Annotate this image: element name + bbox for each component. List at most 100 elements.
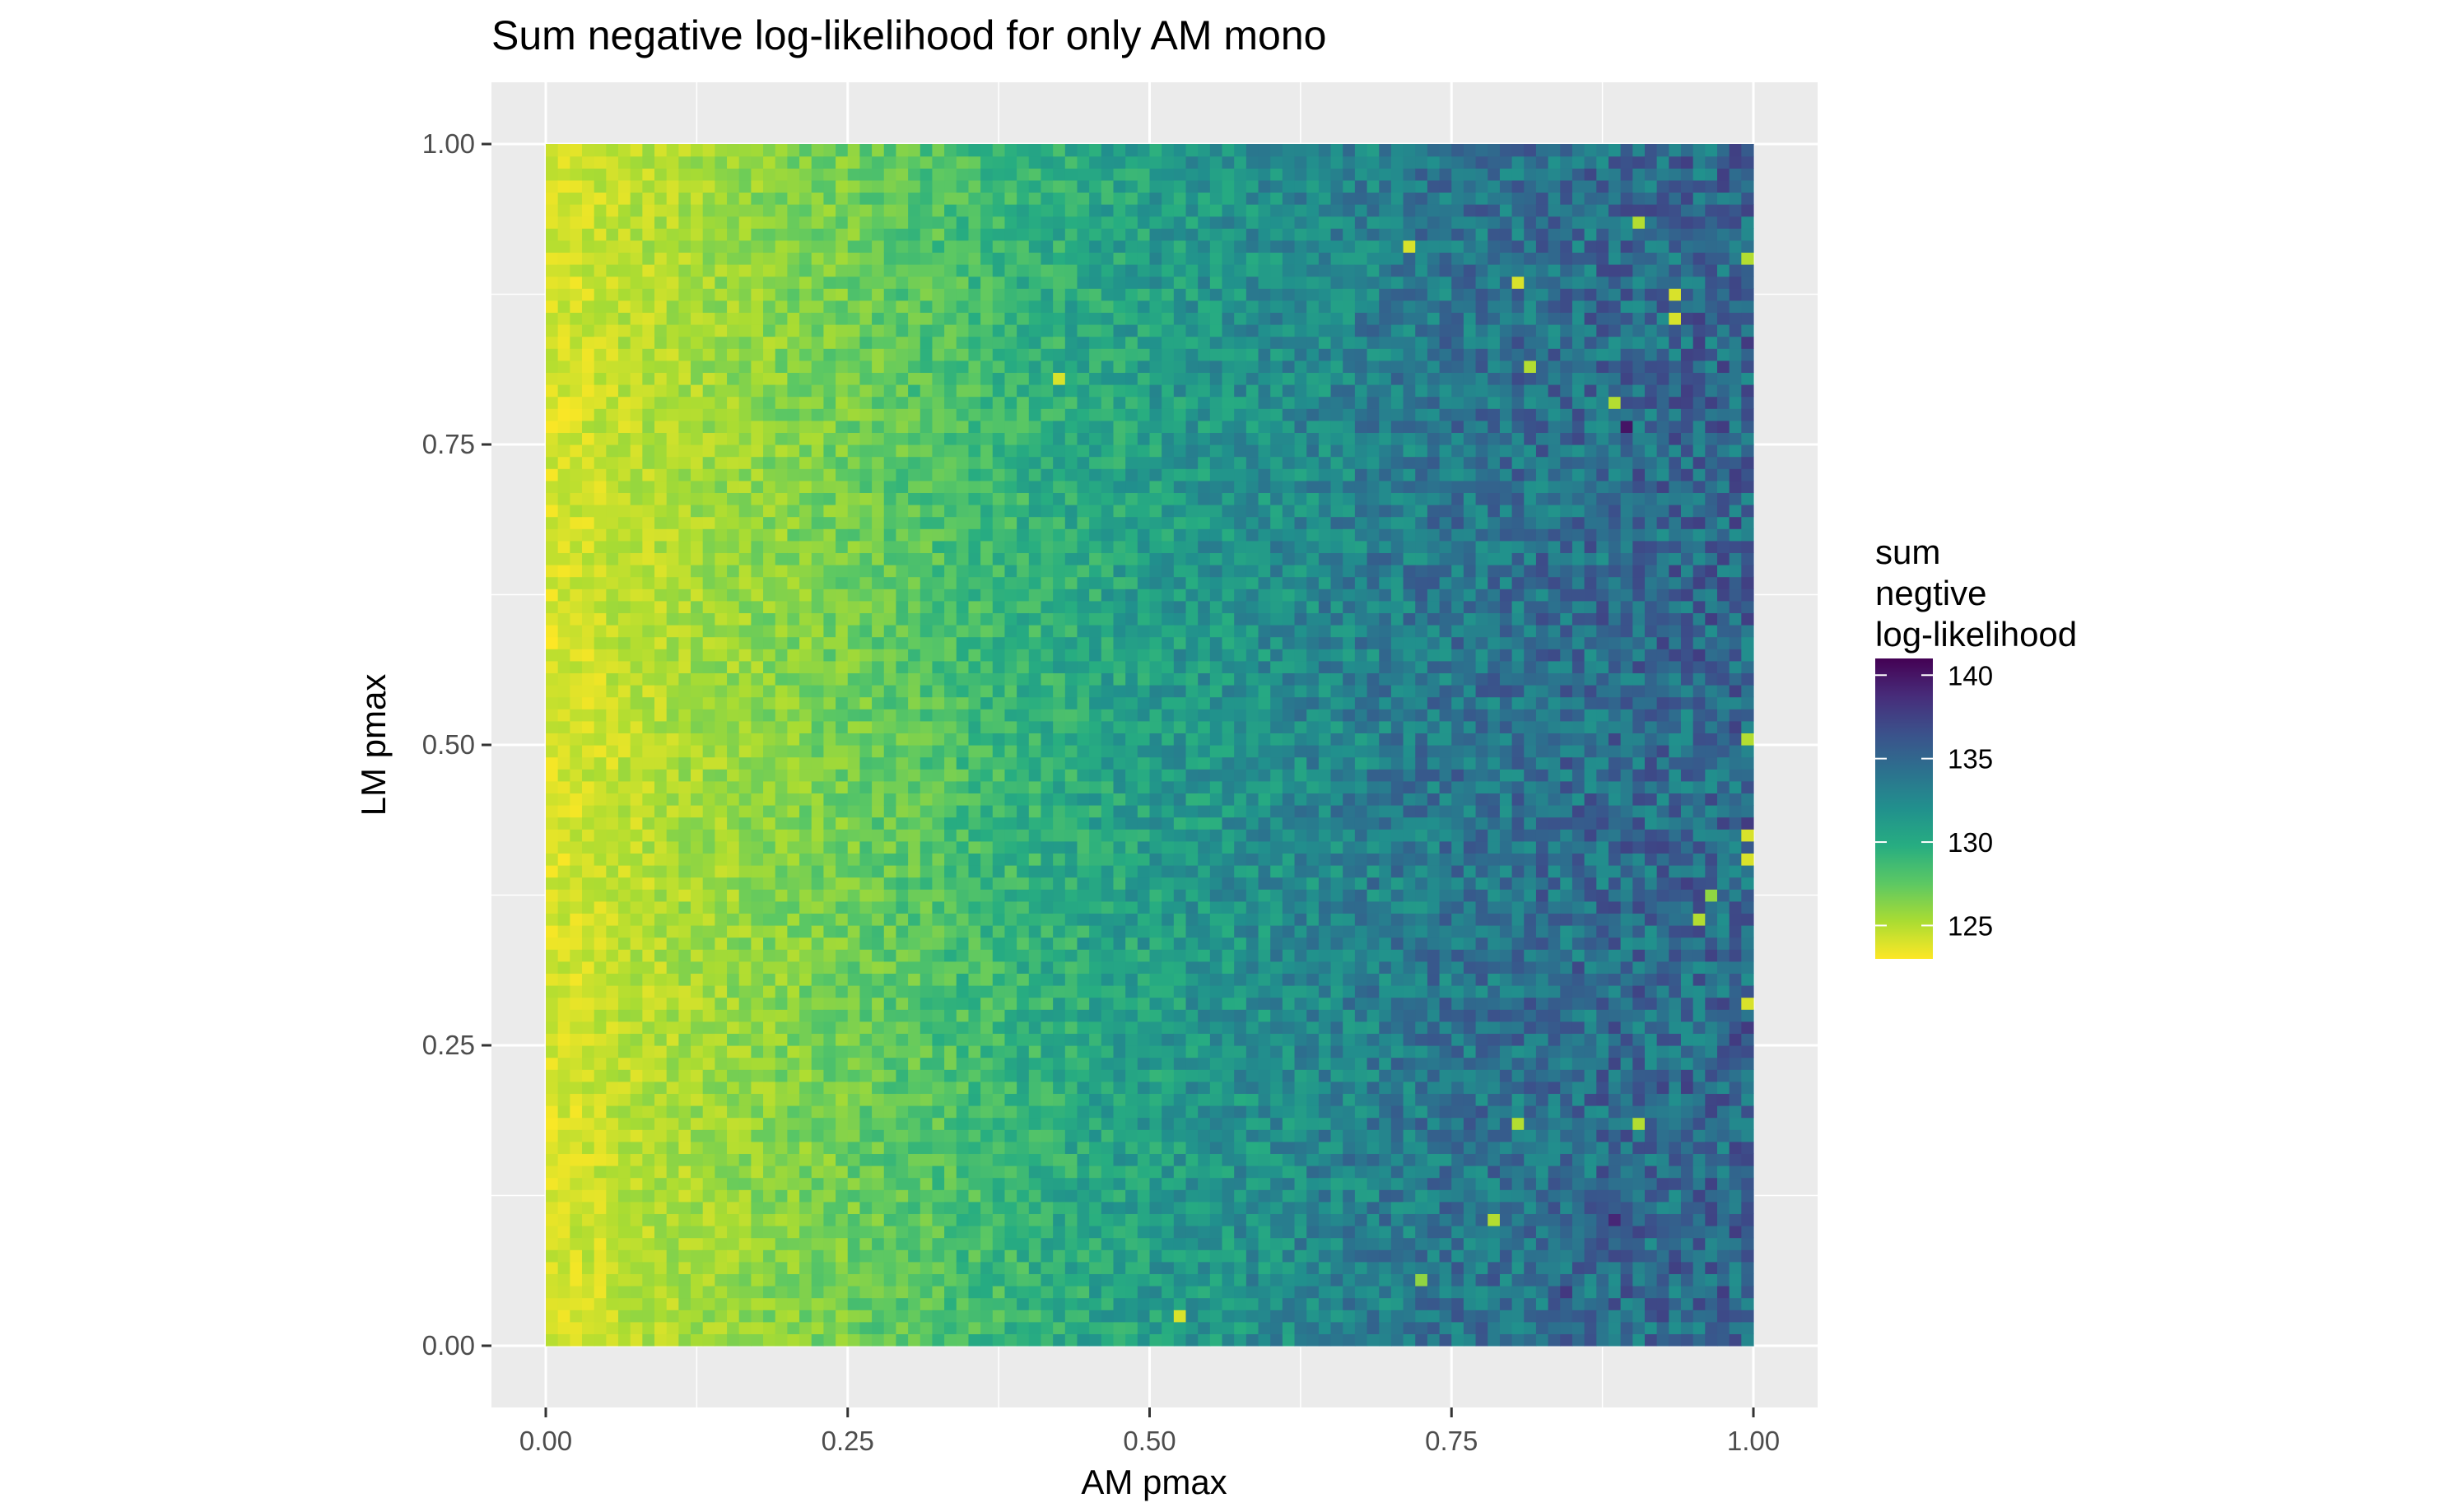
heatmap-cell	[594, 696, 607, 709]
heatmap-cell	[630, 709, 643, 722]
heatmap-cell	[594, 660, 607, 673]
heatmap-cell	[883, 1009, 897, 1022]
heatmap-cell	[775, 865, 788, 878]
heatmap-cell	[775, 1129, 788, 1142]
heatmap-cell	[883, 1226, 897, 1239]
heatmap-cell	[1041, 1226, 1054, 1239]
heatmap-cell	[980, 505, 994, 518]
heatmap-cell	[1137, 456, 1151, 469]
heatmap-cell	[630, 805, 643, 818]
heatmap-cell	[1004, 685, 1017, 698]
heatmap-cell	[980, 492, 994, 505]
heatmap-cell	[654, 709, 668, 722]
heatmap-cell	[715, 144, 728, 157]
heatmap-cell	[847, 1021, 861, 1034]
heatmap-cell	[944, 444, 957, 458]
heatmap-cell	[1089, 576, 1102, 589]
heatmap-cell	[811, 780, 825, 793]
heatmap-cell	[883, 877, 897, 890]
heatmap-cell	[896, 600, 909, 613]
heatmap-cell	[691, 745, 704, 758]
heatmap-cell	[1028, 937, 1042, 950]
heatmap-cell	[908, 600, 921, 613]
heatmap-cell	[606, 1117, 619, 1130]
heatmap-cell	[570, 192, 583, 205]
heatmap-cell	[1113, 900, 1126, 914]
heatmap-cell	[932, 660, 945, 673]
heatmap-cell	[823, 480, 836, 493]
heatmap-cell	[630, 528, 643, 542]
heatmap-cell	[992, 625, 1006, 638]
heatmap-cell	[980, 733, 994, 746]
heatmap-cell	[557, 1129, 570, 1142]
heatmap-cell	[691, 1045, 704, 1058]
heatmap-cell	[944, 1069, 957, 1082]
heatmap-cell	[872, 709, 885, 722]
heatmap-cell	[666, 877, 679, 890]
heatmap-cell	[715, 336, 728, 349]
heatmap-cell	[920, 1333, 934, 1347]
heatmap-cell	[908, 1237, 921, 1250]
heatmap-cell	[920, 720, 934, 733]
heatmap-cell	[847, 840, 861, 854]
heatmap-cell	[992, 480, 1006, 493]
heatmap-cell	[836, 889, 849, 902]
heatmap-cell	[908, 672, 921, 686]
heatmap-cell	[1137, 720, 1151, 733]
heatmap-cell	[1004, 360, 1017, 373]
heatmap-cell	[630, 1141, 643, 1154]
heatmap-cell	[1041, 1129, 1054, 1142]
heatmap-cell	[1077, 456, 1090, 469]
heatmap-cell	[859, 937, 873, 950]
heatmap-cell	[630, 685, 643, 698]
heatmap-cell	[727, 348, 740, 361]
heatmap-cell	[799, 1057, 812, 1070]
heatmap-cell	[1064, 1117, 1078, 1130]
heatmap-cell	[557, 853, 570, 866]
heatmap-cell	[823, 179, 836, 193]
heatmap-cell	[992, 1033, 1006, 1046]
heatmap-cell	[594, 1045, 607, 1058]
heatmap-cell	[956, 589, 970, 602]
heatmap-cell	[896, 1165, 909, 1179]
heatmap-cell	[1113, 228, 1126, 241]
heatmap-cell	[1077, 444, 1090, 458]
heatmap-cell	[678, 1286, 691, 1299]
heatmap-cell	[811, 1129, 825, 1142]
heatmap-cell	[1004, 420, 1017, 433]
heatmap-cell	[980, 1093, 994, 1106]
heatmap-cell	[738, 1165, 752, 1179]
heatmap-cell	[666, 552, 679, 565]
heatmap-cell	[702, 1286, 715, 1299]
heatmap-cell	[557, 480, 570, 493]
heatmap-cell	[594, 913, 607, 926]
heatmap-cell	[1113, 961, 1126, 974]
heatmap-cell	[678, 1093, 691, 1106]
heatmap-cell	[787, 1261, 800, 1274]
heatmap-cell	[763, 300, 776, 313]
heatmap-cell	[1113, 600, 1126, 613]
heatmap-cell	[823, 913, 836, 926]
heatmap-cell	[570, 348, 583, 361]
heatmap-cell	[1089, 1213, 1102, 1226]
heatmap-cell	[751, 252, 764, 265]
heatmap-cell	[883, 1129, 897, 1142]
heatmap-cell	[738, 900, 752, 914]
heatmap-cell	[1064, 589, 1078, 602]
heatmap-cell	[1125, 480, 1138, 493]
heatmap-cell	[1004, 300, 1017, 313]
heatmap-cell	[799, 1249, 812, 1263]
heatmap-cell	[1041, 829, 1054, 842]
heatmap-cell	[920, 156, 934, 169]
heatmap-cell	[1101, 396, 1115, 409]
heatmap-cell	[956, 853, 970, 866]
heatmap-cell	[715, 1297, 728, 1310]
heatmap-cell	[1113, 1273, 1126, 1286]
heatmap-cell	[715, 925, 728, 938]
heatmap-cell	[823, 228, 836, 241]
heatmap-cell	[727, 625, 740, 638]
heatmap-cell	[570, 997, 583, 1010]
heatmap-cell	[557, 300, 570, 313]
heatmap-cell	[715, 1093, 728, 1106]
